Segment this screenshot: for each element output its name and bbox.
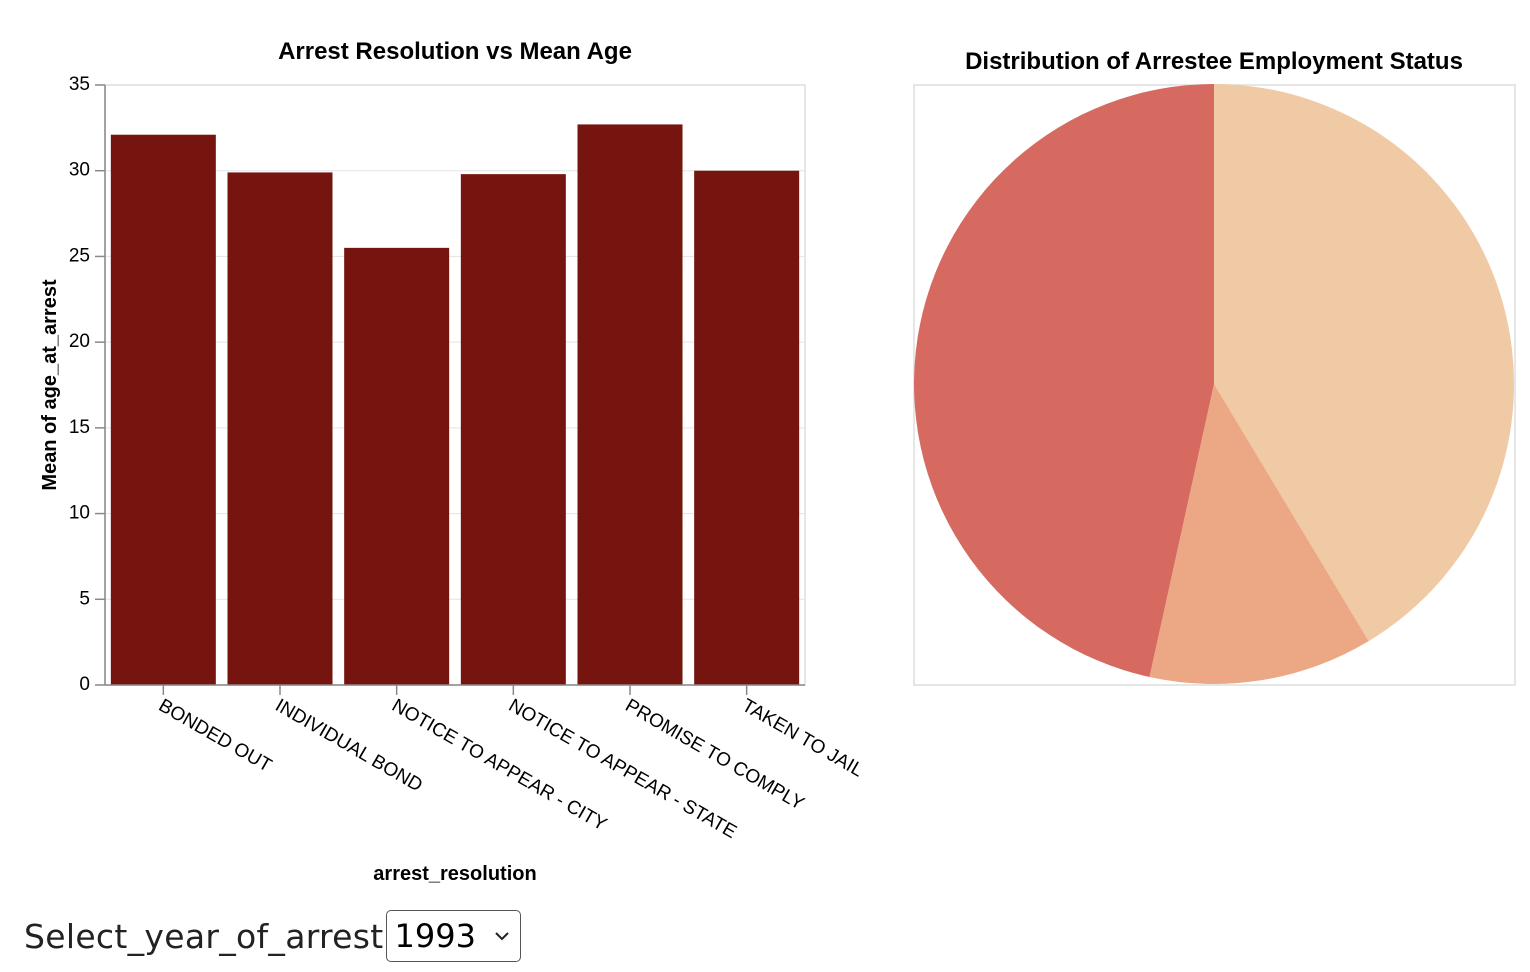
bar-chart: Arrest Resolution vs Mean Age 0 5 10 15 20 25… — [39, 38, 867, 885]
year-selector: Select_year_of_arrest 1993 — [24, 906, 521, 966]
y-tick-label: 30 — [69, 160, 90, 181]
bar — [460, 174, 566, 685]
y-tick-label: 0 — [79, 674, 90, 695]
bar — [694, 170, 800, 685]
year-select-dropdown[interactable]: 1993 — [385, 910, 521, 962]
y-tick-label: 10 — [69, 503, 90, 524]
y-axis-title: Mean of age_at_arrest — [39, 279, 61, 491]
bar-gridlines — [105, 170, 805, 600]
bar — [110, 134, 216, 685]
pie-slice — [914, 84, 1214, 677]
y-tick-label: 15 — [69, 417, 90, 438]
y-tick-label: 5 — [79, 588, 90, 609]
pie-chart: Distribution of Arrestee Employment Stat… — [913, 48, 1516, 686]
pie-chart-title: Distribution of Arrestee Employment Stat… — [965, 48, 1463, 75]
bar-marks — [110, 124, 800, 685]
y-axis-ticks: 0 5 10 15 20 25 30 35 — [69, 74, 105, 695]
bar — [577, 124, 683, 685]
x-tick-label: NOTICE TO APPEAR - CITY — [388, 695, 610, 835]
bar-chart-title: Arrest Resolution vs Mean Age — [278, 38, 632, 65]
bar — [227, 172, 333, 685]
pie-slices — [914, 84, 1514, 684]
y-tick-label: 35 — [69, 74, 90, 95]
bar — [344, 247, 450, 685]
chevron-down-icon — [495, 932, 509, 941]
y-tick-label: 25 — [69, 245, 90, 266]
year-selector-label: Select_year_of_arrest — [24, 916, 384, 956]
charts-canvas: Arrest Resolution vs Mean Age 0 5 10 15 20 25… — [39, 38, 1516, 885]
x-tick-label: NOTICE TO APPEAR - STATE — [505, 695, 740, 843]
x-tick-label: BONDED OUT — [155, 695, 276, 777]
y-tick-label: 20 — [69, 331, 90, 352]
pie-slice — [1149, 384, 1369, 684]
pie-slice — [1214, 84, 1514, 642]
year-select-value: 1993 — [394, 917, 476, 955]
x-axis-title: arrest_resolution — [373, 863, 536, 885]
